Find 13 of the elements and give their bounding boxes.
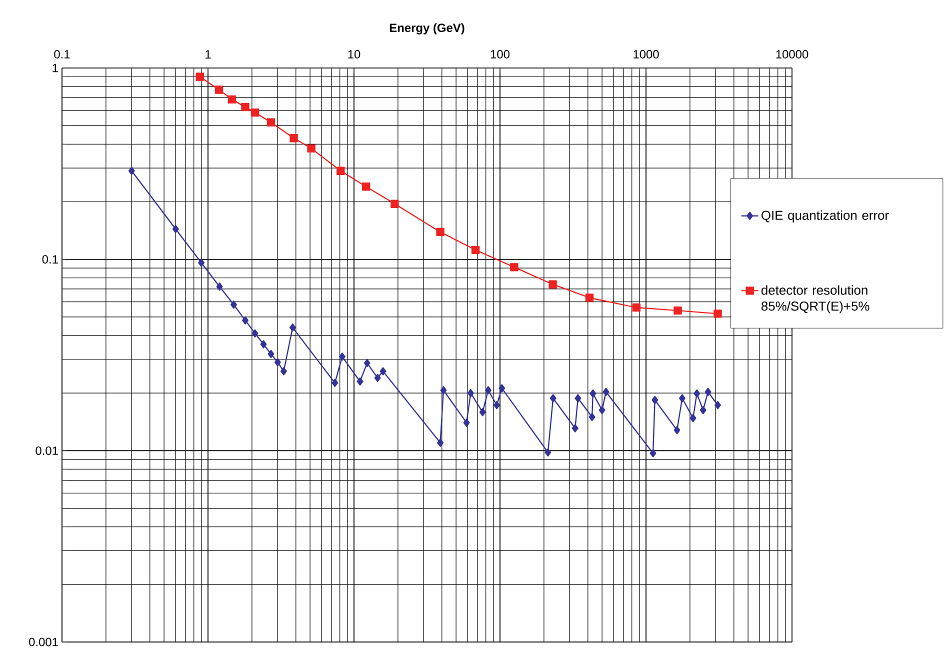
legend-label: QIE quantization error (762, 210, 889, 222)
x-tick-label: 100 (490, 50, 510, 58)
x-tick-label: 1000 (634, 50, 659, 58)
x-tick-label: 10000 (776, 50, 808, 58)
y-tick-label: 0.1 (42, 255, 58, 264)
x-axis-title: Energy (GeV) (390, 23, 464, 34)
x-tick-label: 10 (348, 50, 360, 58)
x-tick-label: 0.1 (54, 50, 70, 58)
x-tick-label: 1 (206, 50, 211, 58)
y-tick-label: 1 (52, 64, 58, 72)
y-tick-label: 0.001 (29, 638, 58, 646)
legend-label: detector resolution 85%/SQRT(E)+5% (761, 285, 870, 314)
y-tick-label: 0.01 (36, 446, 58, 455)
